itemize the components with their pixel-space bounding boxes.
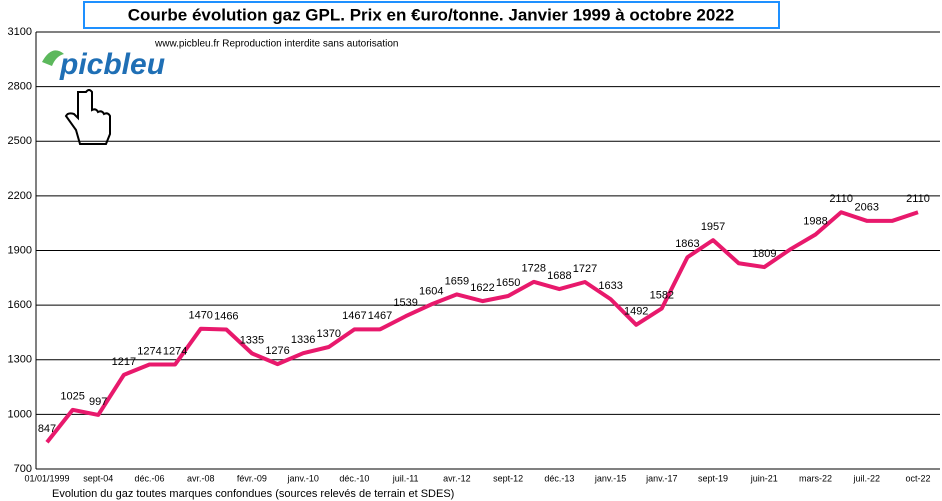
y-tick-label: 2200 [8,190,32,202]
data-label: 1470 [188,310,212,322]
data-label: 1582 [650,289,674,301]
x-tick-label: déc.-10 [339,473,369,483]
x-tick-label: sept-04 [83,473,113,483]
data-label: 1335 [240,334,264,346]
data-label: 997 [89,396,107,408]
data-label: 1863 [675,238,699,250]
data-label: 2110 [906,193,930,205]
x-tick-label: sept-19 [698,473,728,483]
line [45,210,919,444]
logo-bird [42,50,64,66]
y-tick-label: 3100 [8,26,32,38]
x-tick-label: déc.-06 [134,473,164,483]
y-tick-label: 2800 [8,81,32,93]
logo: picbleu [59,48,165,81]
x-tick-label: avr.-08 [187,473,215,483]
data-label: 1467 [342,310,366,322]
x-tick-label: janv.-10 [286,473,318,483]
footnote: Evolution du gaz toutes marques confondu… [52,488,454,500]
data-label: 1274 [137,345,161,357]
data-label: 1274 [163,345,187,357]
data-label: 1217 [112,356,136,368]
y-tick-label: 2500 [8,135,32,147]
x-tick-label: juil.-11 [392,473,419,483]
title-box [83,1,780,29]
data-label: 1633 [598,280,622,292]
hand-cursor [64,89,111,145]
data-label: 1988 [803,215,827,227]
data-label: 1539 [393,297,417,309]
data-label: 1727 [573,263,597,275]
data-label: 1728 [521,263,545,275]
x-tick-label: juin-21 [750,473,778,483]
x-tick-label: avr.-12 [443,473,471,483]
data-label: 2063 [855,202,879,214]
y-tick-label: 1600 [8,299,32,311]
data-label: 1466 [214,310,238,322]
x-tick-label: juil.-22 [853,473,881,483]
data-label: 847 [38,423,56,435]
data-label: 1604 [419,285,443,297]
data-label: 1492 [624,306,648,318]
data-label: 1659 [445,275,469,287]
x-tick-label: sept-12 [493,473,523,483]
data-label: 1025 [60,391,84,403]
subtitle: www.picbleu.fr Reproduction interdite sa… [154,39,398,50]
data-label: 1650 [496,277,520,289]
data-label: 1467 [368,310,392,322]
chart-title: Courbe évolution gaz GPL. Prix en €uro/t… [128,5,735,24]
y-tick-label: 1000 [8,408,32,420]
x-tick-label: oct-22 [905,473,930,483]
x-tick-label: févr.-09 [237,473,267,483]
data-label: 1336 [291,334,315,346]
data-label: 1957 [701,221,725,233]
data-label: 2110 [829,193,853,205]
data-label: 1622 [470,282,494,294]
x-tick-label: déc.-13 [544,473,574,483]
x-tick-label: mars-22 [799,473,832,483]
y-tick-label: 1900 [8,244,32,256]
data-label: 1688 [547,270,571,282]
x-tick-label: janv.-15 [594,473,626,483]
x-tick-label: janv.-17 [645,473,677,483]
data-label: 1276 [265,345,289,357]
data-label: 1809 [752,248,776,260]
y-tick-label: 1300 [8,354,32,366]
x-tick-label: 01/01/1999 [24,473,69,483]
data-label: 1370 [317,328,341,340]
y-tick-label: 700 [14,463,32,475]
